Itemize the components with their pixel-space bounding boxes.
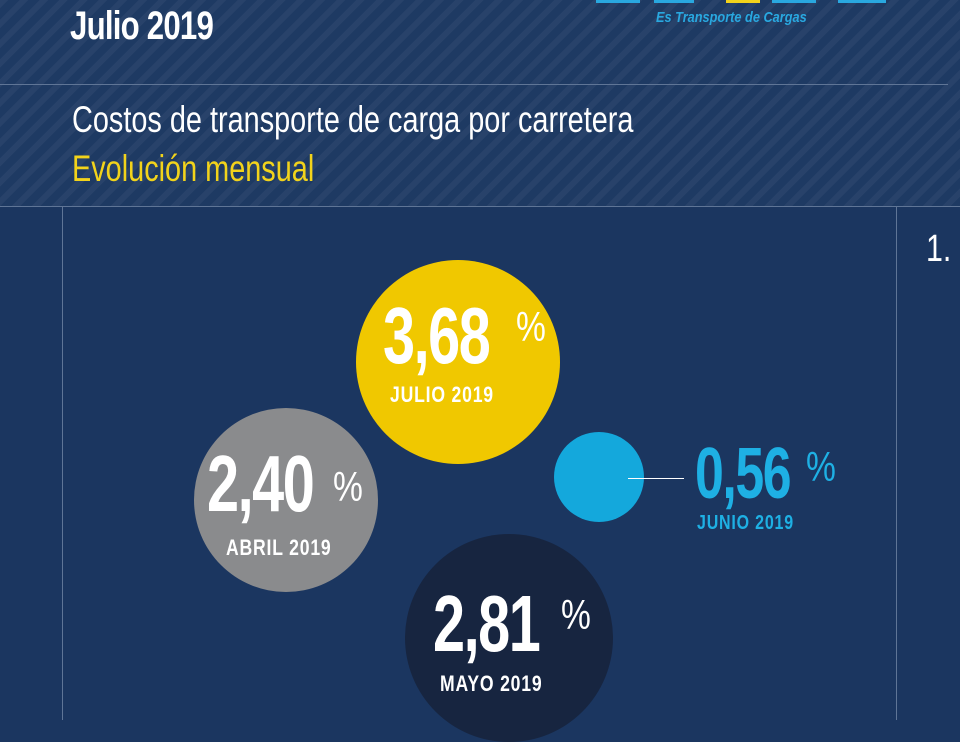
date-title: Julio 2019	[70, 4, 214, 48]
panel-top-border	[0, 206, 960, 207]
julio-2019-label: JULIO 2019	[390, 382, 494, 407]
logo-bar-blue	[772, 0, 816, 3]
page-subtitle: Evolución mensual	[72, 148, 315, 189]
logo: Es Transporte de Cargas	[596, 0, 886, 30]
stats-panel: 1.	[0, 206, 960, 720]
logo-bar-blue	[654, 0, 694, 3]
header-divider	[0, 84, 948, 85]
mayo-2019-value: 2,81	[433, 579, 541, 668]
junio-2019-value: 0,56	[695, 434, 792, 514]
logo-bar-blue	[596, 0, 640, 3]
junio-2019-unit: %	[806, 443, 836, 490]
next-section-number: 1.	[926, 228, 952, 270]
logo-bar-yellow	[726, 0, 760, 3]
mayo-2019-unit: %	[561, 591, 591, 638]
abril-2019-label: ABRIL 2019	[226, 535, 332, 560]
bubble-julio-2019	[356, 260, 560, 464]
panel-right-border	[896, 206, 897, 720]
bubble-abril-2019	[194, 408, 378, 592]
logo-tagline: Es Transporte de Cargas	[656, 9, 807, 26]
abril-2019-unit: %	[333, 463, 363, 510]
logo-bar-blue	[838, 0, 886, 3]
abril-2019-value: 2,40	[207, 439, 315, 528]
header: Julio 2019 Es Transporte de Cargas Costo…	[0, 0, 960, 206]
page-title: Costos de transporte de carga por carret…	[72, 99, 634, 140]
bubble-mayo-2019	[405, 534, 613, 742]
junio-2019-label: JUNIO 2019	[697, 512, 794, 534]
bubble-junio-2019	[554, 432, 644, 522]
mayo-2019-label: MAYO 2019	[440, 671, 543, 696]
panel-left-border	[62, 206, 63, 720]
julio-2019-unit: %	[516, 303, 546, 350]
junio-2019-connector	[628, 478, 684, 479]
julio-2019-value: 3,68	[383, 291, 491, 380]
